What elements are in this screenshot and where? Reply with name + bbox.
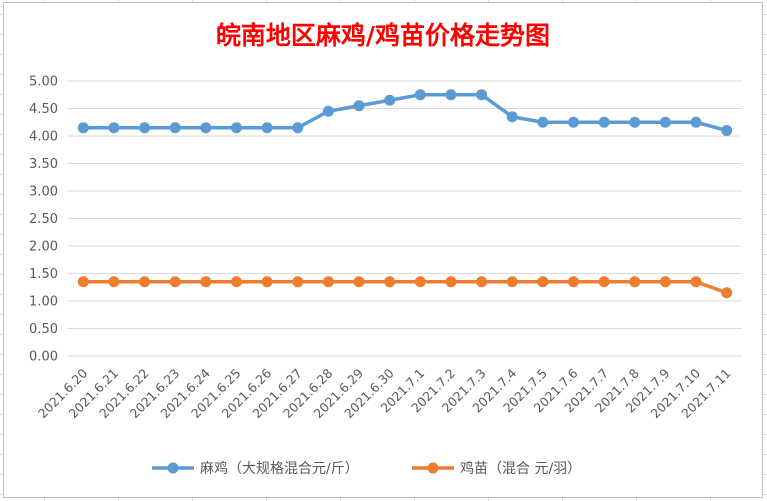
data-point <box>537 116 549 128</box>
data-point <box>231 122 242 134</box>
legend-item-1: 麻鸡（大规格混合元/斤） <box>152 460 359 477</box>
y-tick-label: 3.50 <box>29 157 58 172</box>
chart-area[interactable] <box>3 2 763 498</box>
data-point <box>414 276 426 288</box>
data-point <box>476 89 488 101</box>
data-point <box>598 276 610 288</box>
data-point <box>598 116 610 128</box>
y-axis-tick-labels: 0.00 0.50 1.00 1.50 2.00 2.50 3.00 3.50 4.00 4.50… <box>29 75 58 365</box>
data-point <box>169 122 181 134</box>
data-point <box>353 100 365 112</box>
y-tick-label: 1.50 <box>29 267 58 282</box>
data-point <box>353 276 365 288</box>
series-1 <box>77 89 733 136</box>
data-point <box>384 276 396 288</box>
data-point <box>659 116 671 128</box>
y-tick-label: 2.50 <box>29 212 58 227</box>
series-line <box>81 93 729 133</box>
y-tick-label: 0.50 <box>29 322 58 337</box>
legend-marker <box>427 462 439 474</box>
data-point <box>292 276 304 288</box>
data-point <box>690 116 702 128</box>
data-point <box>414 89 426 101</box>
data-point <box>384 94 396 106</box>
y-tick-label: 2.00 <box>29 240 58 255</box>
data-series <box>77 89 733 299</box>
data-point <box>721 287 733 299</box>
data-point <box>659 276 671 288</box>
y-tick-label: 1.00 <box>29 295 58 310</box>
data-point <box>445 276 457 288</box>
data-point <box>108 122 120 134</box>
y-tick-label: 3.00 <box>29 185 58 200</box>
series-2 <box>77 276 733 299</box>
y-tick-label: 0.00 <box>29 350 58 365</box>
data-point <box>322 105 334 117</box>
data-point <box>537 276 549 288</box>
data-point <box>108 276 120 288</box>
data-point <box>568 116 579 128</box>
y-tick-label: 4.00 <box>29 130 58 145</box>
data-point <box>231 276 242 288</box>
data-point <box>261 122 273 134</box>
data-point <box>261 276 273 288</box>
data-point <box>322 276 334 288</box>
data-point <box>169 276 181 288</box>
legend-label: 鸡苗（混合 元/羽） <box>460 460 581 477</box>
data-point <box>139 122 151 134</box>
data-point <box>476 276 488 288</box>
data-point <box>568 276 579 288</box>
data-point <box>506 276 518 288</box>
chart-title: 皖南地区麻鸡/鸡苗价格走势图 <box>216 21 550 50</box>
data-point <box>629 116 641 128</box>
legend-marker <box>167 462 179 474</box>
y-tick-label: 5.00 <box>29 75 58 90</box>
data-point <box>200 122 212 134</box>
data-point <box>77 122 89 134</box>
legend: 麻鸡（大规格混合元/斤） 鸡苗（混合 元/羽） <box>152 460 581 477</box>
gridlines <box>68 80 742 357</box>
series-line <box>81 280 729 295</box>
y-tick-label: 4.50 <box>29 102 58 117</box>
data-point <box>506 111 518 123</box>
legend-item-2: 鸡苗（混合 元/羽） <box>412 460 581 477</box>
data-point <box>139 276 151 288</box>
data-point <box>77 276 89 288</box>
data-point <box>690 276 702 288</box>
data-point <box>445 89 457 101</box>
x-axis-tick-labels: 2021.6.202021.6.212021.6.222021.6.232021… <box>35 365 734 421</box>
legend-label: 麻鸡（大规格混合元/斤） <box>200 460 359 477</box>
data-point <box>721 125 733 136</box>
data-point <box>200 276 212 288</box>
data-point <box>629 276 641 288</box>
data-point <box>292 122 304 134</box>
